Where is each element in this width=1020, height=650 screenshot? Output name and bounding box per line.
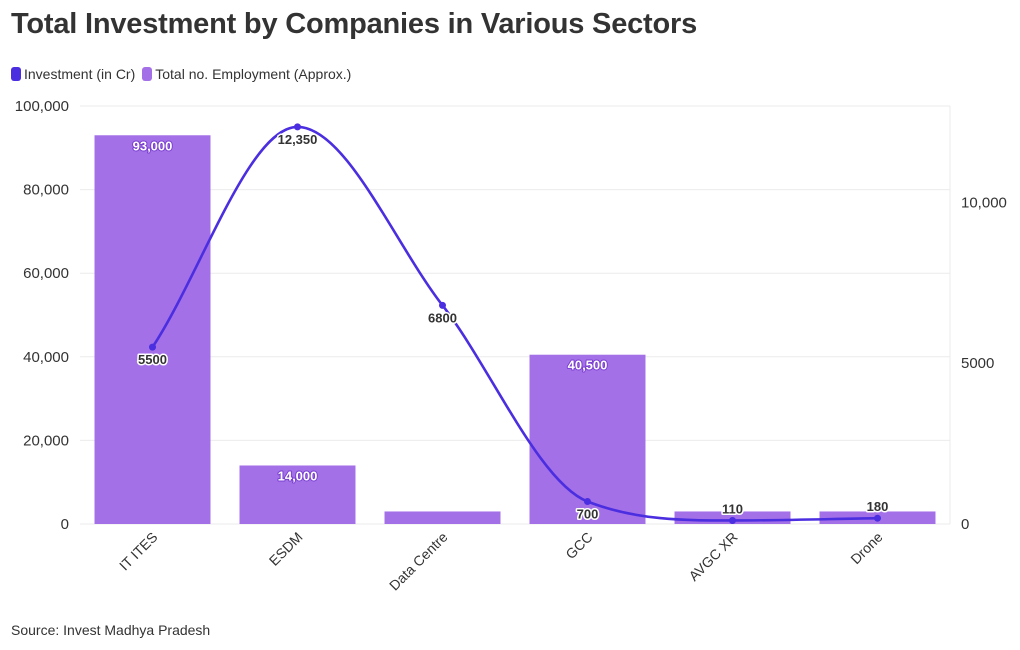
chart-title: Total Investment by Companies in Various… bbox=[11, 8, 698, 40]
x-tick-label: ESDM bbox=[266, 529, 306, 569]
legend-label-investment: Investment (in Cr) bbox=[24, 66, 136, 82]
x-tick-label: AVGC XR bbox=[685, 529, 740, 584]
line-data-label: 700 bbox=[577, 506, 599, 521]
y-left-tick-label: 100,000 bbox=[15, 98, 69, 115]
bar bbox=[384, 511, 501, 524]
legend-item-investment: Investment (in Cr) bbox=[11, 66, 135, 82]
y-left-tick-label: 20,000 bbox=[23, 432, 69, 449]
investment-line bbox=[151, 125, 878, 522]
line-data-label: 6800 bbox=[428, 310, 457, 325]
x-tick-label: GCC bbox=[562, 529, 595, 562]
y-right-tick-label: 10,000 bbox=[961, 194, 1007, 211]
legend-swatch-employment bbox=[142, 67, 153, 81]
legend-label-employment: Total no. Employment (Approx.) bbox=[155, 66, 352, 82]
bar bbox=[529, 354, 646, 524]
y-right-tick-label: 0 bbox=[961, 516, 969, 533]
y-left-tick-label: 60,000 bbox=[23, 265, 69, 282]
line-point bbox=[439, 301, 446, 309]
line-point bbox=[294, 123, 301, 131]
legend: Investment (in Cr) Total no. Employment … bbox=[11, 66, 358, 82]
bar bbox=[94, 135, 211, 524]
line-data-label: 12,350 bbox=[278, 132, 318, 147]
line-point bbox=[874, 514, 881, 522]
line-point bbox=[584, 497, 591, 505]
source-note: Source: Invest Madhya Pradesh bbox=[11, 622, 211, 638]
legend-item-employment: Total no. Employment (Approx.) bbox=[142, 66, 351, 82]
bar-data-label: 93,000 bbox=[133, 138, 173, 153]
line-point bbox=[149, 343, 156, 351]
bar-data-label: 40,500 bbox=[568, 358, 608, 373]
line-point bbox=[729, 516, 736, 524]
line-data-label: 180 bbox=[867, 499, 889, 514]
bar bbox=[239, 465, 356, 524]
legend-swatch-investment bbox=[11, 67, 21, 81]
x-tick-label: IT ITES bbox=[116, 529, 161, 574]
y-left-tick-label: 80,000 bbox=[23, 182, 69, 199]
y-left-tick-label: 40,000 bbox=[23, 349, 69, 366]
y-right-tick-label: 5000 bbox=[961, 355, 994, 372]
x-tick-label: Drone bbox=[847, 529, 885, 567]
y-left-tick-label: 0 bbox=[61, 516, 69, 533]
line-data-label: 110 bbox=[722, 501, 743, 516]
line-data-label: 5500 bbox=[138, 352, 167, 367]
bar-data-label: 14,000 bbox=[278, 468, 318, 483]
x-tick-label: Data Centre bbox=[386, 529, 451, 594]
